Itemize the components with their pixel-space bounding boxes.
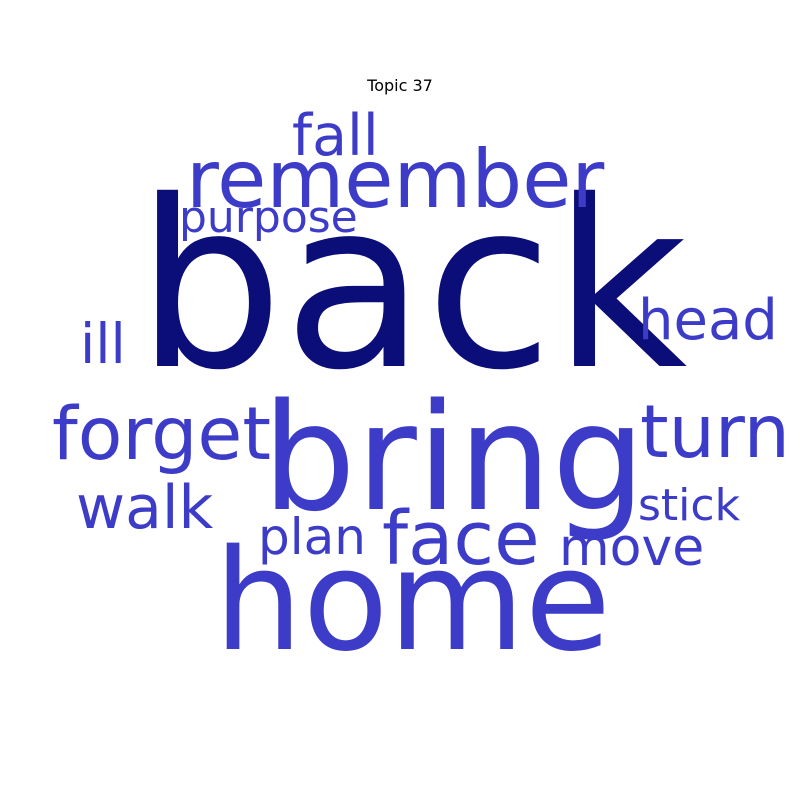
word-plan: plan bbox=[258, 508, 366, 566]
word-head: head bbox=[638, 288, 778, 353]
word-remember: remember bbox=[186, 133, 605, 226]
chart-title: Topic 37 bbox=[367, 76, 433, 95]
word-stick: stick bbox=[638, 480, 741, 531]
word-walk: walk bbox=[76, 473, 214, 543]
word-fall: fall bbox=[292, 103, 379, 169]
word-back: back bbox=[136, 151, 688, 421]
word-bring: bring bbox=[262, 372, 646, 544]
word-turn: turn bbox=[640, 390, 790, 475]
word-forget: forget bbox=[52, 392, 271, 477]
word-purpose: purpose bbox=[179, 192, 358, 243]
word-move: move bbox=[559, 518, 705, 578]
word-ill: ill bbox=[80, 312, 126, 376]
word-face: face bbox=[382, 496, 540, 582]
word-home: home bbox=[214, 520, 611, 683]
